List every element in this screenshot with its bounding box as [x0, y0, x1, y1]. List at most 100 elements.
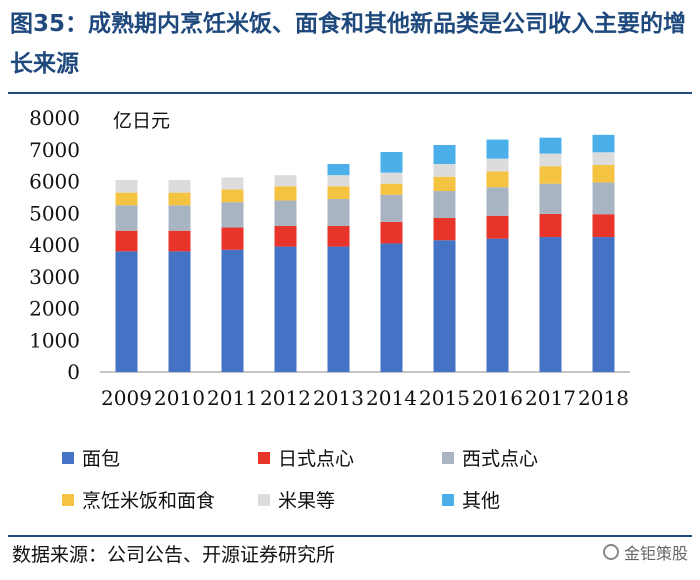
legend-label: 面包: [82, 448, 121, 470]
bar-segment: [433, 218, 456, 241]
bar-segment: [380, 151, 403, 173]
y-tick-label: 8000: [29, 106, 80, 130]
bar-segment: [539, 153, 562, 167]
bar-segment: [274, 200, 297, 226]
bar-segment: [380, 194, 403, 222]
bar-segment: [168, 179, 191, 193]
bar-segment: [327, 186, 350, 199]
bar-segment: [168, 205, 191, 231]
bar-segment: [592, 164, 615, 183]
legend-label: 西式点心: [462, 448, 539, 470]
bar-segment: [486, 215, 509, 239]
legend-label: 烹饪米饭和面食: [82, 490, 216, 512]
bar-segment: [592, 152, 615, 165]
bar-segment: [115, 251, 138, 372]
legend-swatch: [442, 451, 454, 464]
bar-segment: [115, 192, 138, 206]
bar-segment: [274, 246, 297, 372]
bar-segment: [592, 182, 615, 215]
y-tick-label: 0: [67, 360, 80, 384]
title-rule: [8, 92, 692, 94]
legend-item: 烹饪米饭和面食: [62, 486, 215, 513]
bar-segment: [274, 225, 297, 247]
bar-segment: [486, 238, 509, 372]
legend-label: 其他: [462, 490, 501, 512]
legend-item: 米果等: [258, 486, 335, 513]
bar-segment: [327, 164, 350, 176]
data-source: 数据来源：公司公告、开源证券研究所: [12, 544, 336, 566]
bar-segment: [539, 237, 562, 372]
y-tick-label: 2000: [29, 297, 80, 321]
x-tick-label: 2018: [578, 386, 629, 410]
bar-segment: [380, 172, 403, 184]
legend-swatch: [62, 451, 74, 464]
legend-item: 其他: [442, 486, 500, 513]
y-tick-label: 4000: [29, 233, 80, 257]
bar-segment: [539, 183, 562, 214]
legend-swatch: [62, 493, 74, 506]
legend-swatch: [442, 493, 454, 506]
bar-segment: [327, 225, 350, 247]
y-tick-label: 6000: [29, 170, 80, 194]
legend-swatch: [258, 451, 270, 464]
bar-segment: [168, 251, 191, 372]
y-tick-label: 5000: [29, 201, 80, 225]
stacked-bar-chart: 0 1000 2000 3000 4000 5000 6000 7000 8000 亿日元 2009…: [29, 106, 630, 410]
watermark-text: 金钜策股: [623, 544, 688, 563]
bar-segment: [380, 183, 403, 195]
wechat-icon: [602, 544, 619, 560]
bar-segment: [327, 246, 350, 372]
bar-segment: [380, 221, 403, 244]
bar-segment: [221, 227, 244, 250]
x-tick-label: 2010: [154, 386, 205, 410]
bar-segment: [168, 192, 191, 206]
bar-segment: [433, 191, 456, 219]
x-tick-label: 2016: [472, 386, 523, 410]
legend-swatch: [258, 493, 270, 506]
bar-segment: [274, 175, 297, 187]
bar-segment: [486, 158, 509, 172]
bar-segment: [221, 177, 244, 190]
x-tick-label: 2015: [419, 386, 470, 410]
bar-segment: [433, 164, 456, 177]
y-tick-label: 3000: [29, 265, 80, 289]
bar-segment: [221, 189, 244, 203]
bar-segment: [274, 186, 297, 201]
bar-segment: [539, 166, 562, 184]
bar-segment: [433, 240, 456, 372]
bar-segment: [433, 144, 456, 165]
bar-segment: [433, 176, 456, 192]
x-tick-label: 2017: [525, 386, 576, 410]
x-tick-label: 2009: [101, 386, 152, 410]
x-tick-label: 2013: [313, 386, 364, 410]
bar-segment: [221, 202, 244, 228]
bar-segment: [221, 249, 244, 372]
legend-item: 西式点心: [442, 444, 538, 471]
bar-segment: [115, 179, 138, 193]
bar-segment: [539, 137, 562, 154]
x-tick-label: 2011: [207, 386, 258, 410]
source-rule: [8, 535, 692, 537]
bar-segment: [115, 230, 138, 252]
bar-segment: [168, 230, 191, 252]
bar-segment: [327, 198, 350, 226]
bar-segment: [115, 205, 138, 231]
bar-segment: [592, 134, 615, 153]
legend-item: 面包: [62, 444, 120, 471]
watermark: 金钜策股: [602, 540, 688, 564]
bar-segment: [486, 139, 509, 159]
y-tick-label: 7000: [29, 138, 80, 162]
bar-segment: [380, 243, 403, 372]
bar-segment: [592, 237, 615, 372]
legend-item: 日式点心: [258, 444, 354, 471]
x-tick-label: 2012: [260, 386, 311, 410]
bar-segment: [592, 214, 615, 238]
legend-label: 米果等: [278, 490, 336, 512]
y-axis-label: 亿日元: [113, 110, 170, 132]
bar-segment: [327, 175, 350, 187]
bar-segment: [486, 187, 509, 216]
bar-segment: [539, 213, 562, 238]
legend-label: 日式点心: [278, 448, 355, 470]
bar-segment: [486, 171, 509, 188]
chart-title: 图35：成熟期内烹饪米饭、面食和其他新品类是公司收入主要的增长来源: [10, 11, 687, 77]
